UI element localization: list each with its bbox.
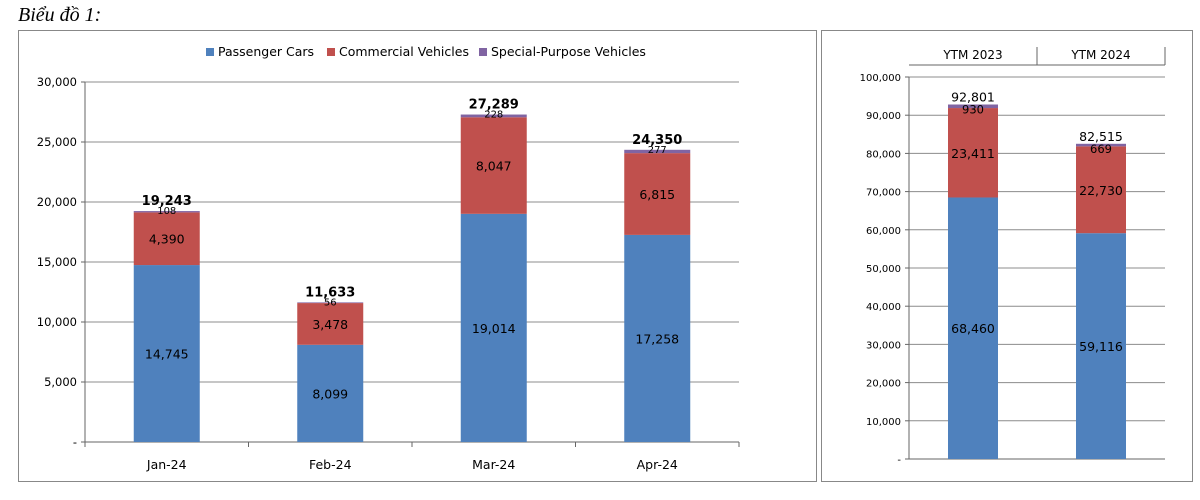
y-tick-label: 20,000 xyxy=(866,379,901,390)
data-label: 23,411 xyxy=(951,146,995,161)
ytm-comparison-chart: - 10,000 20,000 30,000 40,000 50,000 60,000 70,… xyxy=(821,30,1193,482)
legend-swatch-commercial-vehicles xyxy=(327,48,335,56)
bar-segment-commercial-vehicles xyxy=(460,117,527,214)
y-tick-label: 30,000 xyxy=(866,340,901,351)
legend-swatch-special-purpose-vehicles xyxy=(479,48,487,56)
y-tick-label: 15,000 xyxy=(37,255,77,269)
y-tick-label: 50,000 xyxy=(866,264,901,275)
bar-segment-special-purpose-vehicles xyxy=(948,104,998,109)
total-label: 92,801 xyxy=(951,90,995,105)
data-label-special: 669 xyxy=(1090,142,1112,156)
x-category-label: Apr-24 xyxy=(637,457,678,472)
y-tick-label: 90,000 xyxy=(866,111,901,122)
x-category-label: YTM 2024 xyxy=(1070,48,1130,62)
data-label: 59,116 xyxy=(1079,339,1123,354)
y-tick-label: 25,000 xyxy=(37,135,77,149)
y-tick-label: 80,000 xyxy=(866,149,901,160)
bar-segment-passenger-cars xyxy=(1076,233,1126,459)
y-tick-label: - xyxy=(897,455,901,466)
x-category-label: Feb-24 xyxy=(309,457,352,472)
data-label-special: 108 xyxy=(157,206,176,217)
data-label: 19,014 xyxy=(472,321,516,336)
legend-label-special-purpose-vehicles: Special-Purpose Vehicles xyxy=(491,44,646,59)
monthly-sales-svg: - 5,000 10,000 15,000 20,000 25,000 30,000 14,7… xyxy=(37,44,740,472)
data-label-special: 930 xyxy=(962,103,984,117)
y-tick-label: 10,000 xyxy=(37,315,77,329)
y-tick-label: 30,000 xyxy=(37,75,77,89)
bar-segment-commercial-vehicles xyxy=(948,108,998,198)
ytm-comparison-svg: - 10,000 20,000 30,000 40,000 50,000 60,000 70,… xyxy=(860,47,1166,466)
bar-segment-passenger-cars xyxy=(133,265,200,442)
y-tick-label: 70,000 xyxy=(866,188,901,199)
y-tick-label: - xyxy=(73,435,77,449)
data-label: 4,390 xyxy=(149,232,185,247)
bar-segment-passenger-cars xyxy=(948,197,998,460)
bar-segment-passenger-cars xyxy=(624,234,691,442)
data-label: 8,047 xyxy=(476,159,512,174)
monthly-sales-chart: - 5,000 10,000 15,000 20,000 25,000 30,000 14,7… xyxy=(18,30,817,482)
data-label: 22,730 xyxy=(1079,183,1123,198)
y-tick-label: 10,000 xyxy=(866,417,901,428)
chart-caption: Biểu đồ 1: xyxy=(18,4,102,26)
data-label-special: 277 xyxy=(648,145,667,156)
data-label: 6,815 xyxy=(639,187,675,202)
bar-segment-passenger-cars xyxy=(460,213,527,442)
bar-segment-special-purpose-vehicles xyxy=(133,211,200,213)
bar-segment-passenger-cars xyxy=(297,344,364,442)
data-label: 8,099 xyxy=(312,386,348,401)
x-category-label: Mar-24 xyxy=(472,457,515,472)
total-label: 27,289 xyxy=(469,98,519,113)
bar-segment-commercial-vehicles xyxy=(297,303,364,345)
data-label: 3,478 xyxy=(312,317,348,332)
bar-segment-special-purpose-vehicles xyxy=(297,302,364,304)
total-label: 24,350 xyxy=(632,133,682,148)
bar-segment-special-purpose-vehicles xyxy=(1076,143,1126,147)
y-tick-label: 20,000 xyxy=(37,195,77,209)
y-tick-label: 60,000 xyxy=(866,226,901,237)
x-category-label: YTM 2023 xyxy=(942,48,1002,62)
y-tick-label: 5,000 xyxy=(44,375,77,389)
y-tick-label: 100,000 xyxy=(860,73,901,84)
total-label: 11,633 xyxy=(305,285,355,300)
legend-label-passenger-cars: Passenger Cars xyxy=(218,44,314,59)
data-label: 68,460 xyxy=(951,321,995,336)
data-label: 17,258 xyxy=(635,331,679,346)
total-label: 82,515 xyxy=(1079,129,1123,144)
bar-segment-commercial-vehicles xyxy=(133,212,200,266)
bar-segment-commercial-vehicles xyxy=(1076,146,1126,234)
legend-label-commercial-vehicles: Commercial Vehicles xyxy=(339,44,469,59)
total-label: 19,243 xyxy=(142,194,192,209)
data-label-special: 56 xyxy=(324,297,337,308)
bar-segment-special-purpose-vehicles xyxy=(624,149,691,154)
data-label-special: 228 xyxy=(484,110,503,121)
y-tick-label: 40,000 xyxy=(866,302,901,313)
x-category-label: Jan-24 xyxy=(146,457,187,472)
data-label: 14,745 xyxy=(145,347,189,362)
legend-swatch-passenger-cars xyxy=(206,48,214,56)
bar-segment-special-purpose-vehicles xyxy=(460,114,527,118)
bar-segment-commercial-vehicles xyxy=(624,153,691,235)
